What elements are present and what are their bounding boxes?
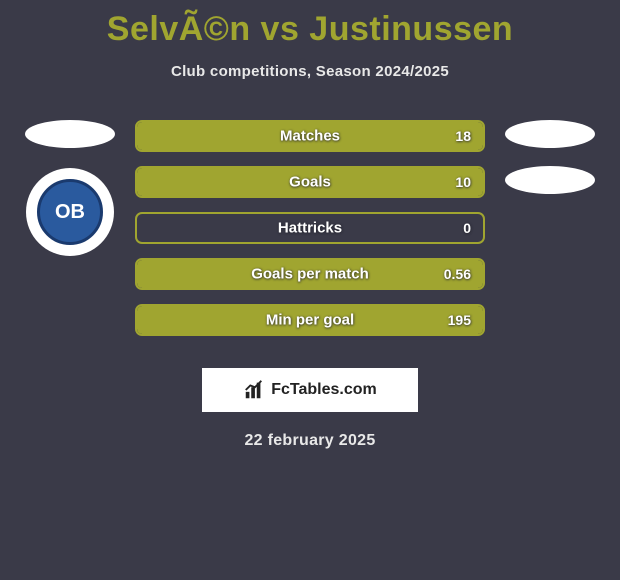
player-right-club-placeholder: [505, 166, 595, 194]
stat-label: Hattricks: [278, 220, 342, 237]
club-badge-initials: OB: [37, 179, 103, 245]
stat-value: 10: [455, 174, 471, 190]
stat-row-goals: Goals 10: [135, 166, 485, 198]
stat-value: 0.56: [444, 266, 471, 282]
page-title: SelvÃ©n vs Justinussen: [0, 0, 620, 49]
stat-row-hattricks: Hattricks 0: [135, 212, 485, 244]
stat-label: Goals: [289, 174, 331, 191]
player-left-club-badge: OB: [26, 168, 114, 256]
fctables-logo[interactable]: FcTables.com: [202, 368, 418, 412]
bar-chart-icon: [243, 379, 265, 401]
stat-label: Min per goal: [266, 312, 354, 329]
stat-value: 0: [463, 220, 471, 236]
left-player-column: OB: [20, 120, 120, 256]
stat-row-goals-per-match: Goals per match 0.56: [135, 258, 485, 290]
stat-value: 18: [455, 128, 471, 144]
player-left-name-placeholder: [25, 120, 115, 148]
logo-text: FcTables.com: [271, 381, 377, 399]
stat-row-min-per-goal: Min per goal 195: [135, 304, 485, 336]
stat-row-matches: Matches 18: [135, 120, 485, 152]
player-right-name-placeholder: [505, 120, 595, 148]
stats-rows: Matches 18 Goals 10 Hattricks 0 Goals pe…: [135, 120, 485, 336]
stat-value: 195: [448, 312, 471, 328]
stat-label: Goals per match: [251, 266, 369, 283]
subtitle: Club competitions, Season 2024/2025: [0, 63, 620, 80]
comparison-date: 22 february 2025: [0, 432, 620, 450]
stat-label: Matches: [280, 128, 340, 145]
footer: FcTables.com 22 february 2025: [0, 348, 620, 450]
right-player-column: [500, 120, 600, 212]
